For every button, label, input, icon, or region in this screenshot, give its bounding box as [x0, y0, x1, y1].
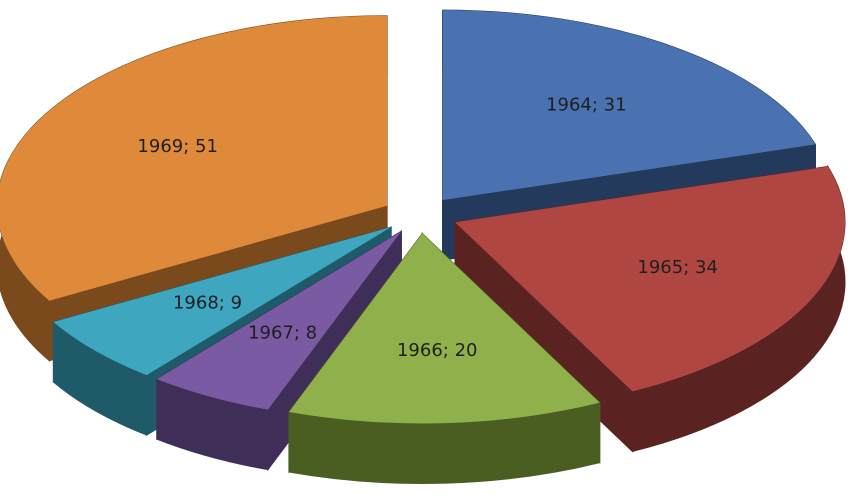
- data-label-1967: 1967; 8: [248, 323, 317, 344]
- pie-slice-1968: [53, 227, 392, 376]
- pie-slice-1969: [0, 15, 388, 301]
- pie-slice-1966: [288, 233, 600, 424]
- pie-slice-1967: [156, 231, 402, 410]
- data-label-1964: 1964; 31: [546, 94, 627, 115]
- data-label-1968: 1968; 9: [173, 293, 242, 314]
- data-label-1965: 1965; 34: [637, 257, 718, 278]
- data-label-1966: 1966; 20: [397, 340, 478, 361]
- pie-slice-1964: [442, 10, 816, 201]
- pie-slice-1965: [454, 166, 845, 392]
- data-label-1969: 1969; 51: [137, 136, 218, 157]
